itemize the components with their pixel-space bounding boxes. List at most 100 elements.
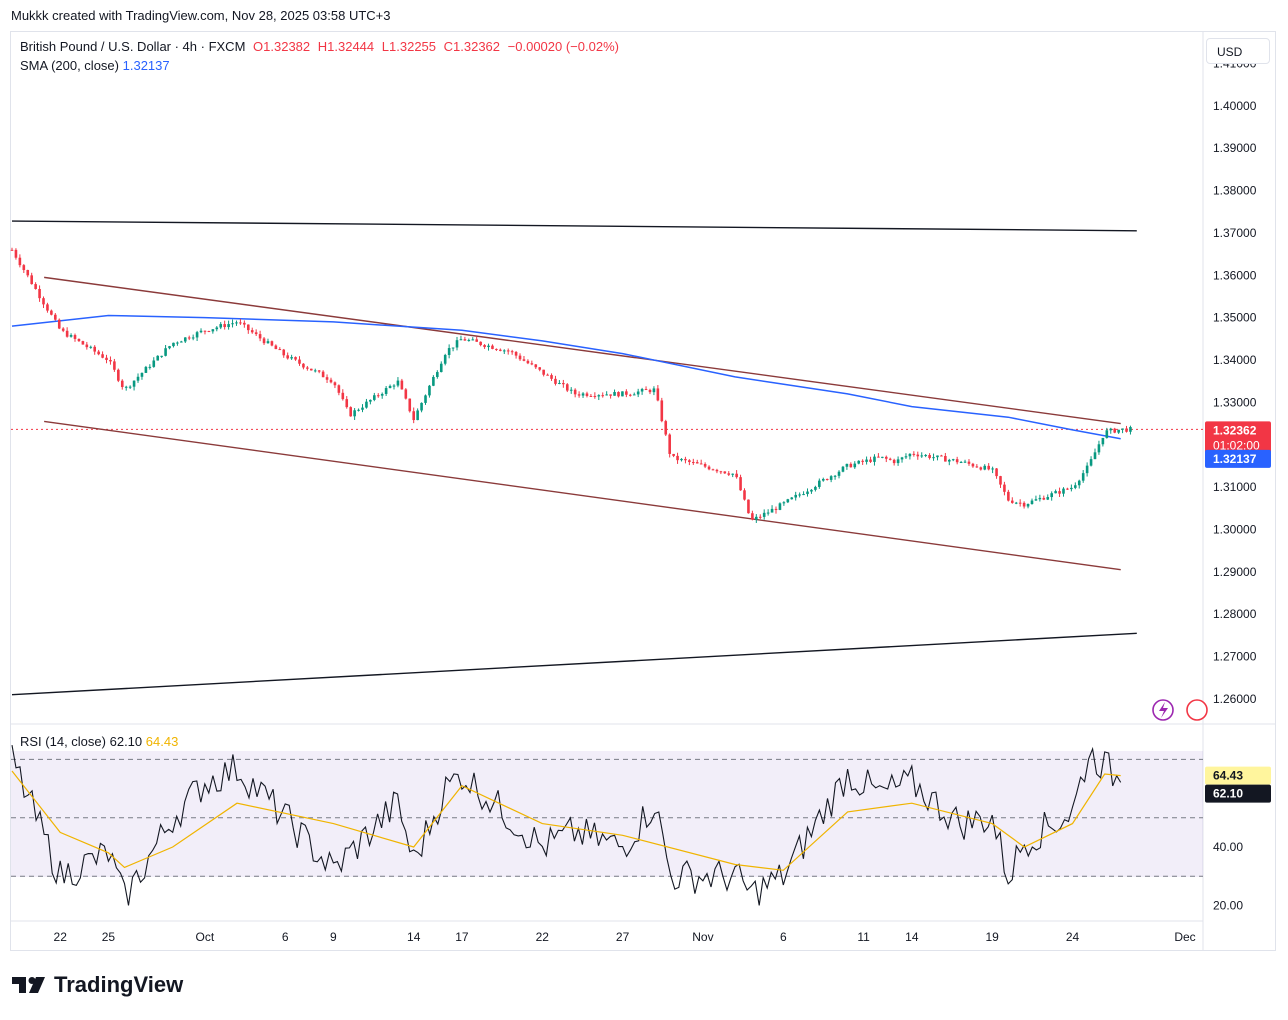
candle-body — [1038, 497, 1042, 500]
candle-body — [613, 392, 616, 396]
candle-body — [117, 369, 120, 381]
candle-body — [672, 453, 675, 456]
candle-body — [668, 434, 671, 454]
candle-body — [1093, 452, 1097, 460]
candle-body — [211, 329, 215, 332]
price-tick-label: 1.26000 — [1213, 692, 1257, 706]
open-value: O1.32382 — [253, 39, 311, 54]
candle-body — [357, 409, 360, 411]
candle-body — [447, 348, 451, 355]
candle-body — [534, 364, 538, 368]
candle-body — [128, 386, 132, 388]
creator-caption: Mukkk created with TradingView.com, Nov … — [11, 8, 391, 23]
candle-body — [176, 342, 179, 344]
candle-body — [896, 459, 900, 464]
candle-body — [412, 411, 415, 421]
candle-body — [38, 288, 41, 299]
candle-body — [766, 512, 770, 514]
last-price-tag-text: 1.32362 — [1213, 423, 1257, 437]
candle-body — [719, 471, 723, 473]
high-value: H1.32444 — [317, 39, 375, 54]
candle-body — [77, 338, 81, 342]
candle-body — [42, 298, 45, 305]
candle-body — [581, 393, 585, 396]
candle-body — [593, 395, 597, 397]
candle-body — [865, 459, 868, 462]
time-tick-label: 14 — [407, 930, 421, 944]
candle-body — [703, 463, 707, 467]
candle-body — [908, 453, 912, 457]
candle-body — [1097, 444, 1101, 453]
candle-body — [869, 459, 872, 462]
calendar-icon[interactable] — [1186, 699, 1208, 721]
currency-button[interactable]: USD — [1206, 38, 1270, 64]
candle-body — [373, 395, 376, 400]
candle-body — [156, 355, 160, 361]
candle-body — [278, 349, 282, 351]
candle-body — [1125, 428, 1128, 432]
candle-body — [459, 339, 463, 341]
candle-body — [439, 363, 443, 373]
candle-body — [1018, 502, 1022, 504]
candle-body — [857, 460, 861, 464]
candle-body — [101, 354, 104, 358]
candle-body — [711, 469, 715, 471]
candle-body — [995, 468, 998, 477]
candle-body — [215, 327, 219, 330]
candle-body — [313, 370, 317, 372]
candle-body — [148, 366, 152, 368]
tradingview-logo[interactable]: TradingView — [12, 972, 183, 998]
candle-body — [1081, 473, 1085, 481]
candle-body — [955, 459, 959, 463]
candle-body — [1066, 488, 1069, 490]
candle-body — [562, 382, 565, 385]
symbol-title[interactable]: British Pound / U.S. Dollar · 4h · FXCM — [20, 39, 246, 54]
candle-body — [85, 344, 89, 348]
candle-body — [833, 475, 837, 477]
sma-label[interactable]: SMA (200, close) — [20, 58, 119, 73]
candle-body — [191, 337, 195, 339]
time-tick-label: 17 — [455, 930, 469, 944]
candle-body — [329, 379, 333, 383]
candle-body — [731, 473, 734, 475]
rsi-axis: 20.00 40.00 — [11, 758, 1243, 912]
candle-body — [180, 341, 183, 343]
candle-body — [349, 407, 352, 417]
trendline-lower-black — [11, 632, 1137, 696]
candle-body — [223, 324, 226, 328]
candle-body — [554, 378, 557, 384]
price-tick-label: 1.39000 — [1213, 141, 1257, 155]
candle-body — [565, 384, 569, 391]
time-tick-label: 14 — [905, 930, 919, 944]
candle-body — [656, 388, 660, 401]
candle-body — [1062, 488, 1065, 494]
sma-tag-text: 1.32137 — [1213, 452, 1257, 466]
price-tick-label: 1.40000 — [1213, 99, 1257, 113]
candle-body — [802, 494, 805, 496]
candle-body — [310, 368, 313, 371]
candle-body — [270, 341, 274, 346]
candle-body — [1121, 428, 1124, 430]
candle-body — [1046, 497, 1050, 500]
candle-body — [688, 460, 691, 463]
candle-body — [707, 466, 711, 470]
candle-body — [376, 395, 380, 397]
candle-body — [203, 330, 207, 332]
sma-line — [11, 314, 1121, 440]
candle-body — [61, 328, 65, 331]
rsi-value: 62.10 — [109, 734, 143, 749]
candle-body — [538, 367, 542, 370]
sma-legend: SMA (200, close) 1.32137 — [20, 58, 170, 73]
candle-body — [774, 508, 778, 510]
candle-body — [837, 471, 841, 476]
candle-body — [455, 340, 459, 348]
candle-body — [235, 322, 238, 324]
candle-body — [810, 489, 813, 492]
candles — [10, 247, 1132, 523]
candle-body — [50, 310, 53, 315]
candle-body — [573, 389, 577, 395]
price-tick-label: 1.36000 — [1213, 268, 1257, 282]
time-tick-label: 27 — [616, 930, 630, 944]
rsi-label[interactable]: RSI (14, close) — [20, 734, 106, 749]
